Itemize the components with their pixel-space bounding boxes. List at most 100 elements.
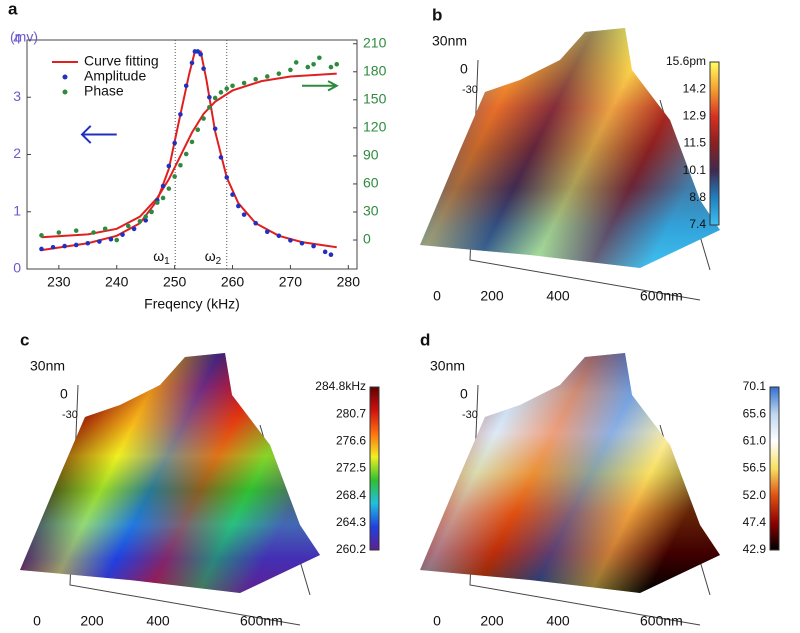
data-point xyxy=(207,94,212,100)
data-point xyxy=(166,186,172,191)
data-point xyxy=(288,238,293,243)
z-tick-label: -30 xyxy=(462,84,478,96)
colorbar-label: 11.5 xyxy=(684,136,707,150)
colorbar-label: 7.4 xyxy=(689,217,706,231)
data-point xyxy=(172,174,177,179)
annotation: ω2 xyxy=(205,248,222,267)
data-point xyxy=(62,243,67,249)
arrow xyxy=(80,125,117,144)
data-point xyxy=(305,64,311,70)
data-point xyxy=(288,67,293,73)
colorbar-label: 8.8 xyxy=(689,190,706,204)
data-point xyxy=(108,236,114,242)
x-tick-label: 240 xyxy=(105,274,129,290)
annotation: ω1 xyxy=(153,248,170,267)
data-point xyxy=(56,230,62,235)
colorbar-label: 268.4 xyxy=(336,488,366,502)
x-tick-label: 400 xyxy=(546,613,570,629)
x-tick-label: 600nm xyxy=(640,288,683,304)
x-tick-label: 600nm xyxy=(240,613,283,629)
data-point xyxy=(189,139,195,145)
y2-tick-label: 180 xyxy=(363,62,387,78)
legend-label: Curve fitting xyxy=(84,53,159,69)
y-tick-label: 0 xyxy=(13,260,21,276)
colorbar-label: 42.9 xyxy=(743,542,767,556)
data-point xyxy=(195,127,201,133)
surface-panel: b 30nm 0 -30 0 200 400 600nm 15.6pm 14.2 12.9 11.5 1… xyxy=(420,5,720,304)
data-point xyxy=(218,90,224,95)
data-point xyxy=(143,218,148,223)
data-point xyxy=(311,243,316,249)
data-point xyxy=(230,83,235,89)
y2-tick-label: 90 xyxy=(363,147,379,163)
data-point xyxy=(293,60,299,65)
colorbar-label: 65.6 xyxy=(743,406,767,420)
data-point xyxy=(230,192,235,197)
annotation-symbol: ω xyxy=(205,248,216,264)
colorbar-label: 284.8kHz xyxy=(315,379,366,393)
y-tick-label: 4 xyxy=(13,31,21,47)
y2-tick-label: 30 xyxy=(363,203,379,219)
data-point xyxy=(154,200,160,205)
z-tick-label: 0 xyxy=(60,386,68,402)
z-tick-label: 30nm xyxy=(430,358,465,374)
z-tick-label: 0 xyxy=(460,61,468,77)
data-point xyxy=(85,240,91,246)
z-tick-label: -30 xyxy=(462,409,478,421)
colorbar-label: 61.0 xyxy=(743,434,767,448)
colorbar-label: 47.4 xyxy=(743,515,767,529)
colorbar-label: 56.5 xyxy=(743,461,767,475)
legend-label: Amplitude xyxy=(84,68,146,84)
legend-swatch xyxy=(62,74,68,80)
data-point xyxy=(201,116,206,121)
data-point xyxy=(218,155,224,160)
data-point xyxy=(97,239,102,244)
x-tick-label: 260 xyxy=(221,274,245,290)
data-point xyxy=(264,229,270,235)
z-tick-label: -30 xyxy=(62,409,78,421)
colorbar-label: 10.1 xyxy=(683,163,707,177)
y2-tick-label: 120 xyxy=(363,119,387,135)
data-point xyxy=(195,49,201,54)
panel-label: a xyxy=(8,0,18,18)
y2-tick-label: 60 xyxy=(363,175,379,191)
x-tick-label: 230 xyxy=(47,274,71,290)
data-point xyxy=(102,226,108,232)
data-point xyxy=(276,71,282,76)
data-point xyxy=(241,212,247,217)
data-point xyxy=(50,244,56,250)
fit-line xyxy=(41,72,337,239)
data-point xyxy=(73,228,79,233)
data-point xyxy=(178,162,183,168)
colorbar xyxy=(769,386,780,551)
surface-shade xyxy=(420,353,720,593)
panel-label: b xyxy=(432,5,442,24)
y2-tick-label: 0 xyxy=(363,231,371,247)
x-tick-label: 280 xyxy=(337,274,361,290)
x-tick-label: 0 xyxy=(433,613,441,629)
z-tick-label: 0 xyxy=(460,386,468,402)
colorbar-label: 272.5 xyxy=(336,461,366,475)
x-tick-label: 600nm xyxy=(640,613,683,629)
data-point xyxy=(149,209,154,215)
data-point xyxy=(328,252,334,257)
arrow xyxy=(302,80,339,92)
y2-tick-label: 210 xyxy=(363,34,387,50)
x-axis-label: Freqency (kHz) xyxy=(144,296,240,312)
data-point xyxy=(183,151,189,157)
data-point xyxy=(143,214,148,219)
data-point xyxy=(241,80,247,86)
data-point xyxy=(317,55,322,61)
legend-label: Phase xyxy=(84,83,124,99)
colorbar xyxy=(369,386,380,551)
colorbar-label: 264.3 xyxy=(336,515,366,529)
data-point xyxy=(137,219,143,224)
colorbar-label: 276.6 xyxy=(336,434,366,448)
y-tick-label: 2 xyxy=(13,145,21,161)
x-tick-label: 270 xyxy=(279,274,303,290)
x-tick-label: 200 xyxy=(80,613,104,629)
data-point xyxy=(264,74,270,79)
x-tick-label: 0 xyxy=(433,288,441,304)
